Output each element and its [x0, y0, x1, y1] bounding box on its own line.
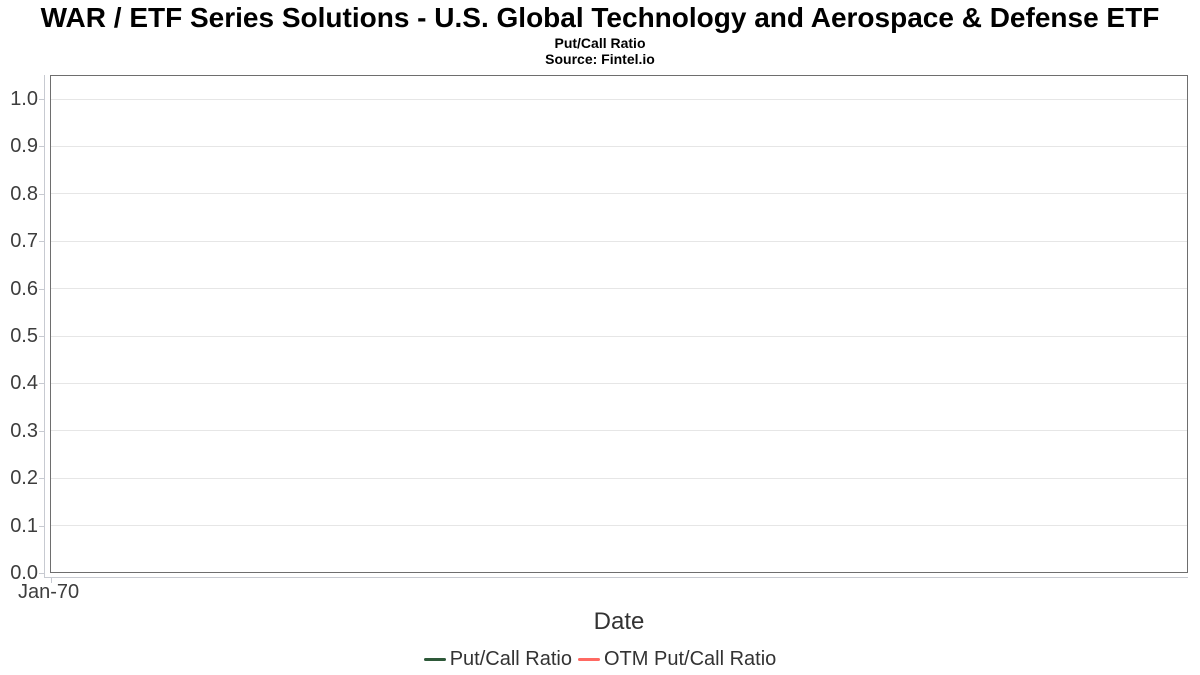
- x-axis-title: Date: [593, 608, 645, 635]
- y-axis-tick: [39, 193, 44, 195]
- y-gridline: [51, 288, 1187, 290]
- y-axis-tick-label: 0.1: [10, 514, 38, 537]
- y-axis-tick: [39, 146, 44, 148]
- y-axis-tick: [39, 383, 44, 385]
- chart-source-label: Source: Fintel.io: [545, 51, 655, 67]
- chart-title: WAR / ETF Series Solutions - U.S. Global…: [40, 2, 1160, 33]
- y-axis-tick: [39, 525, 44, 527]
- y-gridline: [51, 382, 1187, 384]
- y-axis-tick-label: 0.0: [10, 562, 38, 584]
- y-axis-tick-label: 0.2: [10, 467, 38, 490]
- y-axis-tick: [39, 573, 44, 574]
- chart-subtitle: Put/Call Ratio: [554, 35, 646, 51]
- x-axis-line: [44, 577, 1188, 578]
- y-axis-tick-label: 0.7: [10, 230, 38, 253]
- y-axis-tick-label: 0.3: [10, 419, 38, 442]
- y-axis-tick-label: 0.5: [10, 325, 38, 347]
- y-gridline: [51, 525, 1187, 527]
- y-gridline: [51, 430, 1187, 432]
- y-gridline: [51, 98, 1187, 100]
- y-axis-tick: [39, 430, 44, 432]
- y-axis-tick-label: 0.4: [10, 372, 38, 395]
- legend: Put/Call Ratio OTM Put/Call Ratio: [0, 646, 1200, 672]
- y-axis-tick-label: 0.6: [10, 277, 38, 300]
- legend-item-label: Put/Call Ratio: [449, 647, 572, 670]
- x-axis-tick-label: Jan-70: [18, 581, 80, 603]
- y-gridline: [51, 145, 1187, 147]
- y-axis-tick: [39, 99, 44, 100]
- y-gridline: [51, 240, 1187, 242]
- y-axis-tick-label: 0.8: [10, 182, 38, 205]
- y-gridline: [51, 193, 1187, 195]
- y-axis-line: [44, 75, 45, 578]
- y-axis-tick: [39, 336, 44, 337]
- legend-item-put-call-ratio[interactable]: Put/Call Ratio: [423, 647, 572, 671]
- y-axis-tick: [39, 288, 44, 290]
- y-axis-tick: [39, 241, 44, 243]
- x-axis-tick: [51, 577, 52, 583]
- y-axis-tick-label: 0.9: [10, 135, 38, 158]
- y-gridline: [51, 477, 1187, 479]
- legend-line-swatch: [423, 657, 446, 661]
- plot-area: [50, 75, 1188, 573]
- y-gridline: [51, 335, 1187, 337]
- y-axis-tick: [39, 478, 44, 480]
- y-axis-tick-label: 1.0: [10, 88, 38, 110]
- legend-line-swatch: [578, 657, 600, 661]
- legend-item-otm-put-call-ratio[interactable]: OTM Put/Call Ratio: [578, 648, 776, 671]
- legend-item-label: OTM Put/Call Ratio: [604, 647, 777, 670]
